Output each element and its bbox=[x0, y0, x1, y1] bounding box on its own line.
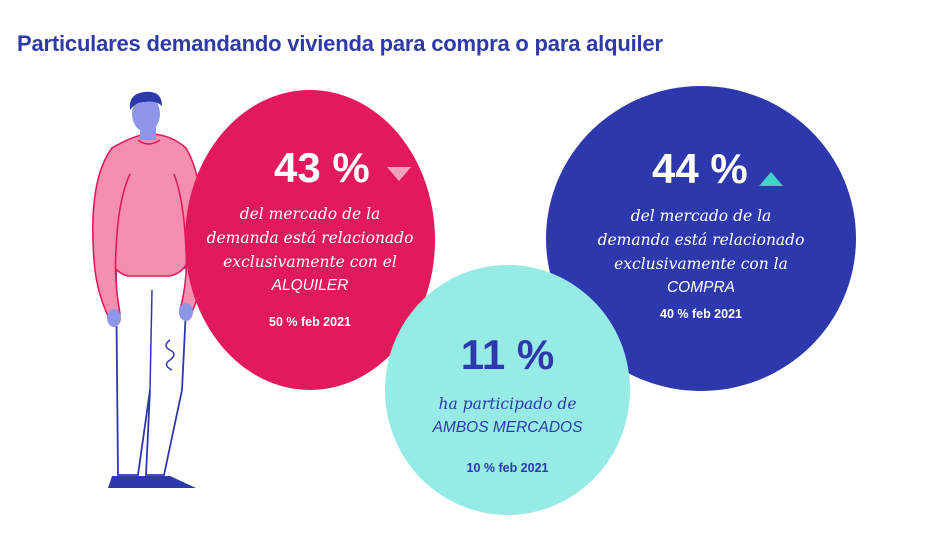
person-shoe-left bbox=[108, 476, 144, 488]
ambos-previous: 10 % feb 2021 bbox=[466, 461, 549, 475]
compra-description: del mercado de la demanda está relaciona… bbox=[546, 204, 856, 300]
compra-desc-line1: del mercado de la bbox=[630, 207, 772, 225]
person-shoe-right bbox=[142, 476, 196, 488]
person-head bbox=[132, 96, 160, 132]
alquiler-percent: 43 % bbox=[274, 144, 370, 191]
alquiler-circle: 43 % del mercado de la demanda está rela… bbox=[185, 90, 435, 390]
page-title: Particulares demandando vivienda para co… bbox=[17, 31, 663, 56]
alquiler-description: del mercado de la demanda está relaciona… bbox=[185, 202, 435, 298]
compra-previous: 40 % feb 2021 bbox=[660, 307, 742, 321]
alquiler-market-label: ALQUILER bbox=[271, 277, 349, 294]
triangle-down-icon bbox=[387, 167, 411, 181]
alquiler-desc-line1: del mercado de la bbox=[239, 205, 381, 223]
alquiler-previous: 50 % feb 2021 bbox=[269, 315, 351, 329]
compra-desc-line3: exclusivamente con la bbox=[614, 255, 788, 273]
triangle-up-icon bbox=[759, 172, 783, 186]
person-hair bbox=[129, 91, 162, 110]
compra-percent: 44 % bbox=[652, 145, 748, 192]
ambos-description: ha participado de AMBOS MERCADOS bbox=[385, 392, 630, 440]
alquiler-desc-line2: demanda está relacionado bbox=[206, 229, 414, 247]
ambos-market-label: AMBOS MERCADOS bbox=[432, 419, 583, 436]
alquiler-desc-line3: exclusivamente con el bbox=[223, 253, 397, 271]
ambos-desc-line1: ha participado de bbox=[438, 395, 577, 413]
ambos-percent: 11 % bbox=[460, 331, 555, 378]
compra-market-label: COMPRA bbox=[666, 279, 736, 296]
ambos-circle: 11 % ha participado de AMBOS MERCADOS 10… bbox=[385, 265, 630, 515]
compra-desc-line2: demanda está relacionado bbox=[597, 231, 805, 249]
